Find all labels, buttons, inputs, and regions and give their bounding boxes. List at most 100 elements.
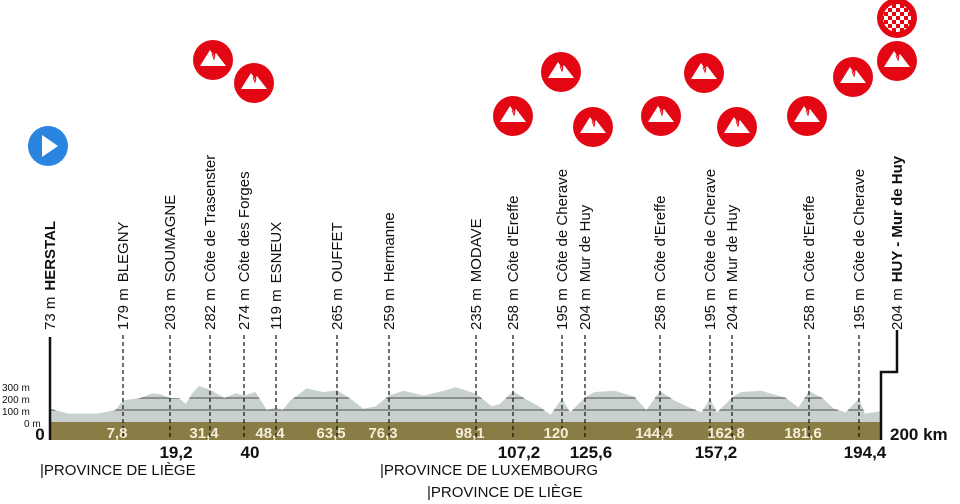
place-name: Hermanne [381, 212, 398, 282]
altitude-text: 204 m [577, 288, 594, 330]
mountain-icon [234, 63, 274, 103]
place-name: ESNEUX [268, 222, 285, 284]
play-icon [28, 126, 68, 166]
altitude-text: 195 m [702, 288, 719, 330]
km-label: 107,2 [498, 443, 541, 462]
place-name: Côte d'Ereffe [652, 195, 669, 282]
mountain-icon [717, 107, 757, 147]
altitude-text: 119 m [268, 289, 285, 330]
province-label: |PROVINCE DE LIÈGE [427, 484, 583, 501]
altitude-tick: 300 m [2, 383, 30, 394]
mountain-icon [193, 40, 233, 80]
altitude-tick: 100 m [2, 407, 30, 418]
altitude-text: 265 m [329, 288, 346, 330]
place-name: OUFFET [329, 222, 346, 282]
finish-label: 204 m HUY - Mur de Huy [889, 155, 906, 330]
km-label: 63,5 [316, 425, 345, 442]
place-name: Mur de Huy [577, 204, 594, 282]
waypoint-label: 195 m Côte de Cherave [554, 169, 571, 330]
altitude-text: 282 m [202, 288, 219, 330]
place-name: MODAVE [468, 218, 485, 282]
start-label: 73 m HERSTAL [42, 221, 59, 330]
altitude-text: 258 m [801, 288, 818, 330]
waypoint-label: 258 m Côte d'Ereffe [505, 195, 522, 330]
km-label: 120 [543, 425, 568, 442]
altitude-tick: 200 m [2, 395, 30, 406]
altitude-text: 203 m [162, 288, 179, 330]
km-label: 181,6 [784, 425, 822, 442]
place-name: Côte d'Ereffe [801, 195, 818, 282]
km-label: 144,4 [635, 425, 673, 442]
waypoint-label: 235 m MODAVE [468, 218, 485, 330]
waypoint-label: 282 m Côte de Trasenster [202, 155, 219, 330]
waypoint-label: 204 m Mur de Huy [577, 204, 594, 330]
place-name: Côte des Forges [236, 171, 253, 282]
checkered-flag-icon [877, 0, 917, 38]
province-label: |PROVINCE DE LUXEMBOURG [380, 462, 598, 479]
mountain-icon [493, 96, 533, 136]
place-name: Côte de Cherave [851, 169, 868, 282]
mountain-icon [573, 107, 613, 147]
altitude-text: 179 m [115, 288, 132, 330]
altitude-text: 73 m [42, 297, 59, 330]
waypoint-label: 179 m BLEGNY [115, 221, 132, 330]
km-label: 162,8 [707, 425, 745, 442]
waypoint-label: 265 m OUFFET [329, 222, 346, 330]
elevation-profile [50, 386, 880, 422]
finish-km: 200 km [890, 425, 948, 444]
place-name: Côte de Trasenster [202, 155, 219, 283]
altitude-text: 274 m [236, 288, 253, 330]
place-name: Côte d'Ereffe [505, 195, 522, 282]
place-name: Côte de Cherave [554, 169, 571, 282]
waypoint-label: 195 m Côte de Cherave [702, 169, 719, 330]
place-name: Côte de Cherave [702, 169, 719, 282]
place-name: BLEGNY [115, 221, 132, 282]
km-label: 31,4 [189, 425, 219, 442]
waypoint-lines [122, 335, 860, 440]
waypoint-labels: 73 m HERSTAL 179 m BLEGNY 203 m SOUMAGNE 282 m… [42, 155, 906, 330]
altitude-text: 258 m [505, 288, 522, 330]
mountain-icon [641, 96, 681, 136]
altitude-text: 204 m [889, 288, 906, 330]
waypoint-label: 195 m Côte de Cherave [851, 169, 868, 330]
mountain-icon [787, 96, 827, 136]
waypoint-label: 258 m Côte d'Ereffe [801, 195, 818, 330]
altitude-text: 235 m [468, 288, 485, 330]
province-label: |PROVINCE DE LIÈGE [40, 462, 196, 479]
altitude-text: 258 m [652, 288, 669, 330]
altitude-text: 195 m [554, 288, 571, 330]
km-label: 125,6 [570, 443, 613, 462]
altitude-text: 259 m [381, 288, 398, 330]
place-name: SOUMAGNE [162, 195, 179, 283]
start-km: 0 [35, 425, 44, 444]
km-label: 48,4 [255, 425, 285, 442]
waypoint-label: 204 m Mur de Huy [724, 204, 741, 330]
waypoint-label: 259 m Hermanne [381, 212, 398, 330]
place-name: HUY - Mur de Huy [889, 155, 906, 282]
mountain-icon [833, 57, 873, 97]
km-label: 7,8 [107, 425, 128, 442]
waypoint-label: 274 m Côte des Forges [236, 171, 253, 330]
place-name: HERSTAL [42, 221, 59, 291]
waypoint-icons [28, 0, 917, 166]
distance-bar [50, 422, 880, 440]
km-label: 194,4 [844, 443, 887, 462]
waypoint-label: 119 m ESNEUX [268, 222, 285, 330]
waypoint-label: 203 m SOUMAGNE [162, 195, 179, 330]
mountain-icon [877, 41, 917, 81]
waypoint-label: 258 m Côte d'Ereffe [652, 195, 669, 330]
mountain-icon [541, 52, 581, 92]
altitude-tick: 0 m [24, 419, 41, 430]
km-label: 19,2 [159, 443, 192, 462]
km-label: 98,1 [455, 425, 484, 442]
place-name: Mur de Huy [724, 204, 741, 282]
mountain-icon [684, 53, 724, 93]
altitude-text: 204 m [724, 288, 741, 330]
km-label: 157,2 [695, 443, 738, 462]
altitude-text: 195 m [851, 288, 868, 330]
province-labels: |PROVINCE DE LIÈGE |PROVINCE DE LUXEMBOUR… [40, 462, 598, 501]
km-label: 76,3 [368, 425, 397, 442]
